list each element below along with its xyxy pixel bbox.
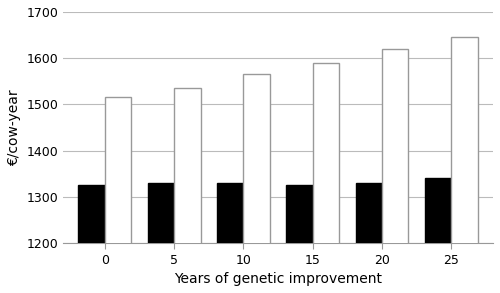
- Bar: [105, 98, 131, 293]
- Bar: [356, 183, 382, 293]
- Bar: [382, 49, 408, 293]
- X-axis label: Years of genetic improvement: Years of genetic improvement: [174, 272, 382, 286]
- Bar: [148, 183, 174, 293]
- Bar: [217, 183, 244, 293]
- Y-axis label: €/cow-year: €/cow-year: [7, 89, 21, 166]
- Bar: [452, 38, 478, 293]
- Bar: [425, 178, 452, 293]
- Bar: [313, 63, 339, 293]
- Bar: [286, 185, 313, 293]
- Bar: [78, 185, 105, 293]
- Bar: [244, 74, 270, 293]
- Bar: [174, 88, 201, 293]
